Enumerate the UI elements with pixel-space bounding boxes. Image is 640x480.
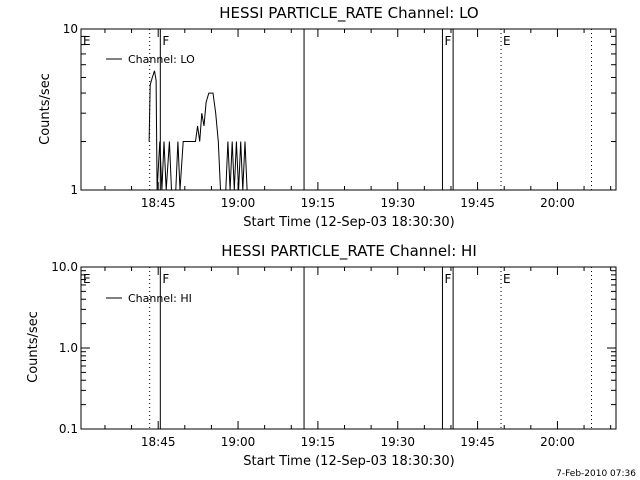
legend-entry: Channel: LO bbox=[128, 53, 195, 66]
x-tick-label: 19:15 bbox=[301, 196, 336, 210]
plot-frame bbox=[80, 28, 617, 191]
y-tick-label: 0.1 bbox=[59, 422, 78, 436]
y-axis-label: Counts/sec bbox=[38, 73, 53, 145]
x-tick-label: 19:00 bbox=[221, 435, 256, 449]
date-stamp: 7-Feb-2010 07:36 bbox=[556, 469, 636, 479]
y-tick-label: 10 bbox=[63, 22, 78, 36]
event-marker-label: F bbox=[444, 272, 451, 286]
x-tick-label: 19:30 bbox=[380, 435, 415, 449]
event-marker-label: F bbox=[444, 34, 451, 48]
event-marker-label: E bbox=[503, 34, 511, 48]
y-tick-label: 1.0 bbox=[59, 341, 78, 355]
x-tick-label: 20:00 bbox=[540, 196, 575, 210]
event-marker-label: F bbox=[162, 34, 169, 48]
x-tick-label: 19:00 bbox=[221, 196, 256, 210]
chart-title: HESSI PARTICLE_RATE Channel: HI bbox=[221, 242, 477, 261]
x-tick-label: 19:45 bbox=[460, 196, 495, 210]
x-tick-label: 19:30 bbox=[380, 196, 415, 210]
x-tick-label: 18:45 bbox=[141, 435, 176, 449]
legend: Channel: LO bbox=[106, 53, 195, 66]
x-axis-label: Start Time (12-Sep-03 18:30:30) bbox=[243, 215, 454, 230]
chart-title: HESSI PARTICLE_RATE Channel: LO bbox=[219, 4, 478, 23]
y-axis-label: Counts/sec bbox=[26, 311, 41, 383]
plot-lo: HESSI PARTICLE_RATE Channel: LO Start Ti… bbox=[38, 4, 617, 230]
x-tick-label: 19:45 bbox=[460, 435, 495, 449]
x-tick-label: 18:45 bbox=[141, 196, 176, 210]
event-marker-label: E bbox=[83, 34, 91, 48]
y-tick-label: 10.0 bbox=[51, 260, 78, 274]
event-marker-label: E bbox=[503, 272, 511, 286]
series-line bbox=[148, 70, 248, 191]
event-marker-label: E bbox=[83, 272, 91, 286]
x-axis-label: Start Time (12-Sep-03 18:30:30) bbox=[243, 454, 454, 469]
x-tick-label: 20:00 bbox=[540, 435, 575, 449]
x-tick-label: 19:15 bbox=[301, 435, 336, 449]
y-tick-label: 1 bbox=[70, 183, 78, 197]
plot-hi: HESSI PARTICLE_RATE Channel: HI Start Ti… bbox=[26, 242, 617, 469]
event-marker-label: F bbox=[162, 272, 169, 286]
legend: Channel: HI bbox=[106, 292, 192, 305]
